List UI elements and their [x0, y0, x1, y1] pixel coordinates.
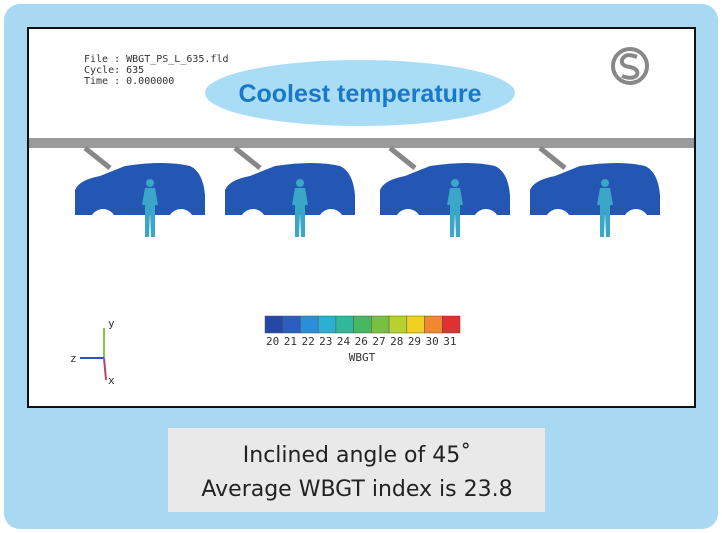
colorbar-label: 28	[390, 335, 403, 348]
colorbar-label: 24	[337, 335, 351, 348]
human-head	[451, 179, 459, 187]
wheel-arch	[90, 209, 116, 235]
colorbar-swatch	[424, 315, 443, 334]
wheel-arch	[318, 209, 344, 235]
vehicle-group	[225, 146, 355, 237]
colorbar-label: 22	[301, 335, 314, 348]
callout-bubble	[205, 60, 515, 126]
human-body	[292, 188, 308, 237]
caption-box	[168, 428, 545, 512]
human-head	[601, 179, 609, 187]
simulation-view	[27, 27, 696, 408]
human-body	[142, 188, 158, 237]
vehicles	[75, 146, 660, 237]
colorbar-swatch	[406, 315, 425, 334]
human-head	[146, 179, 154, 187]
colorbar-swatch	[388, 315, 408, 334]
logo	[611, 47, 649, 85]
wheel-arch	[473, 209, 499, 235]
colorbar-label: 20	[266, 335, 279, 348]
axis-label-y: y	[108, 317, 115, 330]
colorbar-swatch	[300, 315, 319, 334]
support-rod	[538, 146, 567, 170]
colorbar-label: 30	[426, 335, 439, 348]
overhead-beam	[29, 138, 694, 148]
wheel-arch	[168, 209, 194, 235]
colorbar-swatch	[264, 315, 283, 334]
colorbar-label: 26	[355, 335, 368, 348]
file-info-line: Cycle: 635	[84, 65, 144, 76]
colorbar: 20 21 22 23 24 26 27 28 29 30 31	[264, 315, 461, 348]
axis-triad: y z x	[70, 317, 115, 387]
colorbar-swatch	[317, 315, 337, 334]
colorbar-swatch	[371, 315, 390, 334]
caption-line: Average WBGT index is 23.8	[201, 477, 512, 502]
human-body	[447, 188, 463, 237]
car-body	[225, 163, 355, 215]
car-body	[75, 163, 205, 215]
wheel-arch	[395, 209, 421, 235]
wheel-arch	[545, 209, 571, 235]
support-rod	[233, 146, 262, 170]
file-info-line: Time : 0.000000	[84, 76, 174, 87]
support-rod	[83, 146, 112, 170]
wheel-arch	[240, 209, 266, 235]
vehicle-group	[530, 146, 660, 237]
car-body	[380, 163, 510, 215]
colorbar-label: 21	[284, 335, 297, 348]
wheel-arch	[623, 209, 649, 235]
colorbar-swatch	[282, 315, 301, 334]
axis-label-z: z	[70, 352, 77, 365]
vehicle-group	[75, 146, 205, 237]
vehicle-group	[380, 146, 510, 237]
colorbar-label: 29	[408, 335, 421, 348]
colorbar-swatch	[335, 315, 354, 334]
colorbar-swatch	[442, 315, 461, 334]
human-head	[296, 179, 304, 187]
human-body	[597, 188, 613, 237]
colorbar-label: 27	[372, 335, 385, 348]
colorbar-label: 31	[443, 335, 456, 348]
axis-label-x: x	[108, 374, 115, 387]
colorbar-swatch	[353, 315, 372, 334]
colorbar-label: 23	[319, 335, 332, 348]
car-body	[530, 163, 660, 215]
support-rod	[388, 146, 417, 170]
caption-line: Inclined angle of 45˚	[243, 443, 471, 468]
colorbar-title: WBGT	[349, 351, 376, 364]
callout-text: Coolest temperature	[238, 80, 481, 108]
file-info-line: File : WBGT_PS_L_635.fld	[84, 54, 229, 65]
